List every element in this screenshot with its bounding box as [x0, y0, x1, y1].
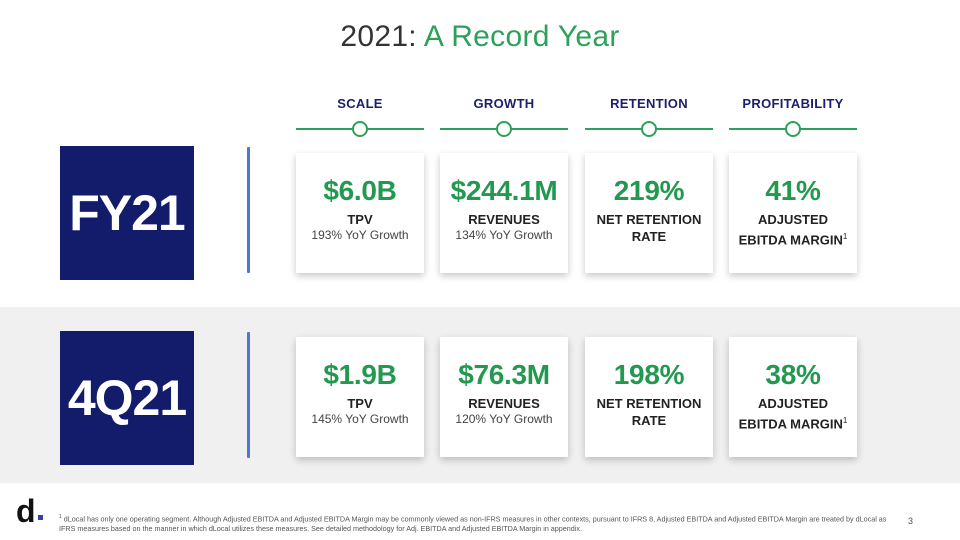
metric-label-line1: NET RETENTION — [596, 212, 702, 227]
metric-label-line1: NET RETENTION — [596, 396, 702, 411]
metric-value: 219% — [613, 175, 685, 206]
dlocal-logo: d — [16, 493, 43, 529]
row-divider-fy21 — [247, 147, 250, 273]
title-year: 2021: — [340, 20, 417, 53]
metric-card-fy21-ebitda-margin: 41% ADJUSTED EBITDA MARGIN1 — [729, 153, 857, 273]
footnote: 1 dLocal has only one operating segment.… — [59, 512, 889, 534]
metric-sub: 120% YoY Growth — [455, 412, 553, 426]
metric-label-line2: EBITDA MARGIN — [738, 232, 843, 248]
footnote-text: dLocal has only one operating segment. A… — [59, 514, 887, 534]
timeline-marker-growth — [440, 121, 568, 137]
metric-card-fy21-net-retention: 219% NET RETENTION RATE — [585, 153, 713, 273]
metric-label: ADJUSTED EBITDA MARGIN1 — [729, 211, 857, 248]
metric-card-4q21-net-retention: 198% NET RETENTION RATE — [585, 337, 713, 457]
metric-card-4q21-revenues: $76.3M REVENUES 120% YoY Growth — [440, 337, 568, 457]
column-header-profitability: PROFITABILITY — [742, 96, 844, 111]
footnote-marker: 1 — [842, 416, 848, 425]
metric-label: REVENUES — [468, 396, 540, 411]
metric-label: REVENUES — [468, 212, 540, 227]
metric-value: $244.1M — [450, 175, 558, 206]
page-number: 3 — [908, 516, 914, 526]
metric-card-fy21-revenues: $244.1M REVENUES 134% YoY Growth — [440, 153, 568, 273]
period-box-fy21: FY21 — [60, 146, 194, 280]
timeline-marker-scale — [296, 121, 424, 137]
logo-square-icon — [37, 515, 43, 520]
metric-value: $1.9B — [323, 359, 397, 390]
metric-card-4q21-ebitda-margin: 38% ADJUSTED EBITDA MARGIN1 — [729, 337, 857, 457]
metric-label-line2: RATE — [631, 229, 667, 244]
footnote-number: 1 — [59, 514, 62, 520]
metric-value: $76.3M — [458, 359, 550, 390]
page-title: 2021: A Record Year — [0, 20, 960, 54]
row-divider-4q21 — [247, 332, 250, 458]
metric-value: $6.0B — [323, 175, 397, 206]
metric-label: NET RETENTION RATE — [585, 395, 713, 429]
metric-label-line1: ADJUSTED — [757, 396, 829, 411]
metric-value: 41% — [765, 175, 821, 206]
metric-sub: 193% YoY Growth — [311, 228, 409, 242]
metric-label-line1: ADJUSTED — [757, 212, 829, 227]
column-header-retention: RETENTION — [610, 96, 688, 111]
metric-label: TPV — [347, 212, 373, 227]
logo-letter: d — [16, 493, 36, 529]
timeline-marker-profitability — [729, 121, 857, 137]
title-accent: A Record Year — [423, 20, 620, 53]
metric-card-fy21-tpv: $6.0B TPV 193% YoY Growth — [296, 153, 424, 273]
metric-label-line2: EBITDA MARGIN — [738, 416, 843, 432]
metric-value: 198% — [613, 359, 685, 390]
column-header-growth: GROWTH — [473, 96, 535, 111]
timeline-marker-retention — [585, 121, 713, 137]
metric-card-4q21-tpv: $1.9B TPV 145% YoY Growth — [296, 337, 424, 457]
metric-sub: 145% YoY Growth — [311, 412, 409, 426]
column-header-scale: SCALE — [337, 96, 383, 111]
metric-label-line2: RATE — [631, 413, 667, 428]
footnote-marker: 1 — [842, 232, 848, 241]
metric-label: ADJUSTED EBITDA MARGIN1 — [729, 395, 857, 432]
metric-sub: 134% YoY Growth — [455, 228, 553, 242]
period-box-4q21: 4Q21 — [60, 331, 194, 465]
metric-label: NET RETENTION RATE — [585, 211, 713, 245]
metric-value: 38% — [765, 359, 821, 390]
metric-label: TPV — [347, 396, 373, 411]
